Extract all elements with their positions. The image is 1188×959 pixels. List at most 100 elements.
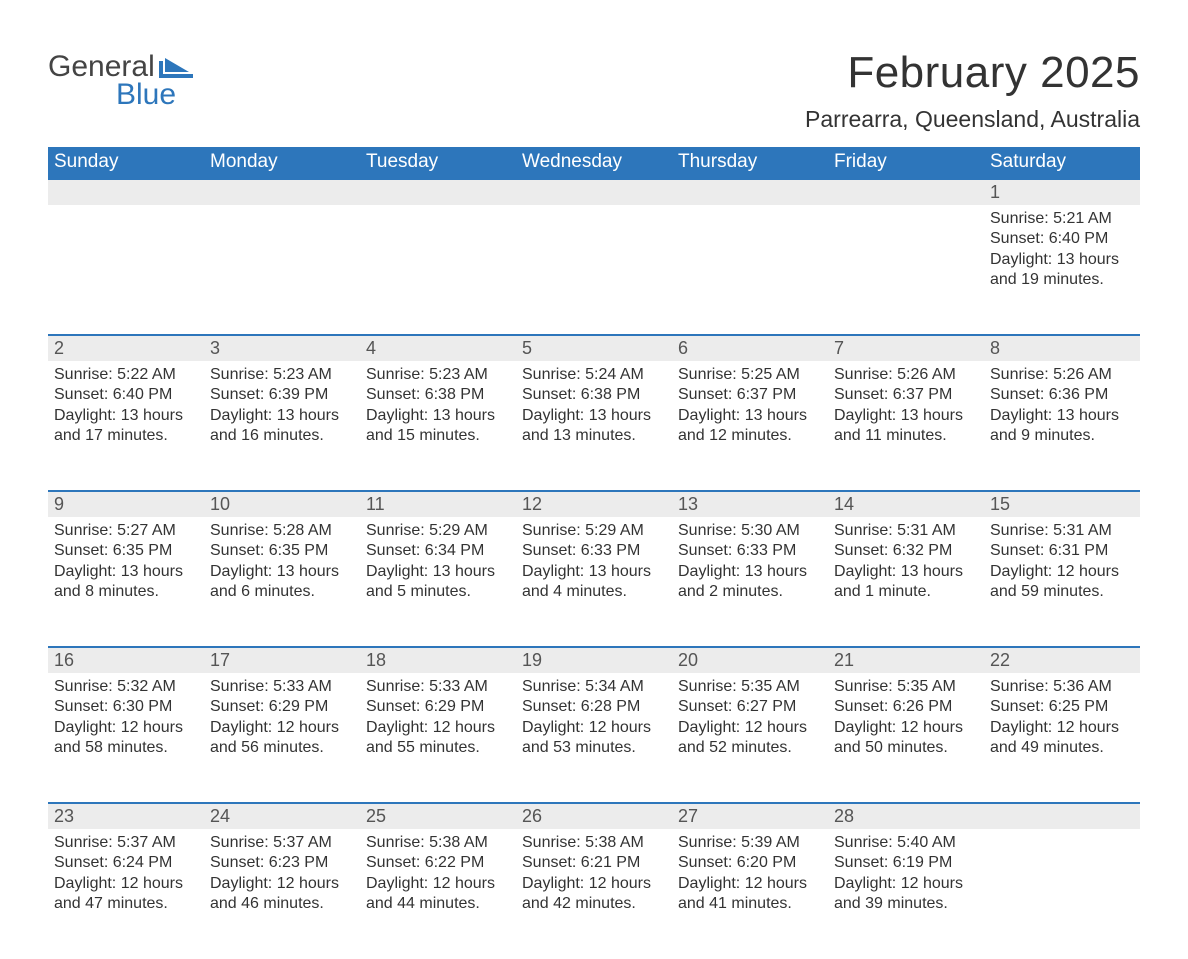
day-content-cell: Sunrise: 5:29 AMSunset: 6:34 PMDaylight:… (360, 517, 516, 647)
day-content-cell (360, 205, 516, 335)
sunset-text: Sunset: 6:28 PM (522, 697, 666, 717)
day-number: 21 (834, 650, 854, 670)
daylight-text: Daylight: 12 hours and 47 minutes. (54, 874, 198, 915)
sunrise-text: Sunrise: 5:28 AM (210, 521, 354, 541)
sunset-text: Sunset: 6:26 PM (834, 697, 978, 717)
day-content-cell: Sunrise: 5:25 AMSunset: 6:37 PMDaylight:… (672, 361, 828, 491)
sunset-text: Sunset: 6:24 PM (54, 853, 198, 873)
sunset-text: Sunset: 6:27 PM (678, 697, 822, 717)
day-number-cell (204, 179, 360, 205)
sunrise-text: Sunrise: 5:27 AM (54, 521, 198, 541)
sunrise-text: Sunrise: 5:33 AM (366, 677, 510, 697)
dayheader-sunday: Sunday (48, 147, 204, 179)
daylight-text: Daylight: 12 hours and 49 minutes. (990, 718, 1134, 759)
daylight-text: Daylight: 12 hours and 46 minutes. (210, 874, 354, 915)
day-number: 16 (54, 650, 74, 670)
day-number-cell (48, 179, 204, 205)
day-content-cell: Sunrise: 5:31 AMSunset: 6:32 PMDaylight:… (828, 517, 984, 647)
daylight-text: Daylight: 13 hours and 16 minutes. (210, 406, 354, 447)
sunrise-text: Sunrise: 5:25 AM (678, 365, 822, 385)
day-number: 3 (210, 338, 220, 358)
sunrise-text: Sunrise: 5:22 AM (54, 365, 198, 385)
sunset-text: Sunset: 6:34 PM (366, 541, 510, 561)
day-number-cell (984, 803, 1140, 829)
sunrise-text: Sunrise: 5:33 AM (210, 677, 354, 697)
day-content-cell: Sunrise: 5:28 AMSunset: 6:35 PMDaylight:… (204, 517, 360, 647)
sunrise-text: Sunrise: 5:29 AM (522, 521, 666, 541)
sunrise-text: Sunrise: 5:35 AM (834, 677, 978, 697)
week-daynum-row: 1 (48, 179, 1140, 205)
day-number: 14 (834, 494, 854, 514)
week-content-row: Sunrise: 5:21 AMSunset: 6:40 PMDaylight:… (48, 205, 1140, 335)
day-number-cell: 6 (672, 335, 828, 361)
day-number-cell: 10 (204, 491, 360, 517)
sunrise-text: Sunrise: 5:23 AM (366, 365, 510, 385)
sunset-text: Sunset: 6:29 PM (210, 697, 354, 717)
sunset-text: Sunset: 6:30 PM (54, 697, 198, 717)
sunset-text: Sunset: 6:38 PM (522, 385, 666, 405)
day-number-cell: 22 (984, 647, 1140, 673)
daylight-text: Daylight: 13 hours and 1 minute. (834, 562, 978, 603)
daylight-text: Daylight: 13 hours and 19 minutes. (990, 250, 1134, 291)
sunset-text: Sunset: 6:40 PM (990, 229, 1134, 249)
sunrise-text: Sunrise: 5:26 AM (834, 365, 978, 385)
day-content-cell: Sunrise: 5:31 AMSunset: 6:31 PMDaylight:… (984, 517, 1140, 647)
day-number-cell (516, 179, 672, 205)
day-number: 19 (522, 650, 542, 670)
dayheader-row: Sunday Monday Tuesday Wednesday Thursday… (48, 147, 1140, 179)
day-number-cell: 13 (672, 491, 828, 517)
daylight-text: Daylight: 13 hours and 5 minutes. (366, 562, 510, 603)
day-number-cell: 3 (204, 335, 360, 361)
daylight-text: Daylight: 12 hours and 56 minutes. (210, 718, 354, 759)
dayheader-wednesday: Wednesday (516, 147, 672, 179)
sunset-text: Sunset: 6:20 PM (678, 853, 822, 873)
sunrise-text: Sunrise: 5:40 AM (834, 833, 978, 853)
day-content-cell: Sunrise: 5:23 AMSunset: 6:39 PMDaylight:… (204, 361, 360, 491)
daylight-text: Daylight: 12 hours and 44 minutes. (366, 874, 510, 915)
daylight-text: Daylight: 13 hours and 12 minutes. (678, 406, 822, 447)
day-number-cell: 12 (516, 491, 672, 517)
day-number-cell (672, 179, 828, 205)
daylight-text: Daylight: 13 hours and 9 minutes. (990, 406, 1134, 447)
day-number-cell: 9 (48, 491, 204, 517)
day-number-cell: 8 (984, 335, 1140, 361)
day-content-cell: Sunrise: 5:33 AMSunset: 6:29 PMDaylight:… (204, 673, 360, 803)
day-number-cell: 27 (672, 803, 828, 829)
day-number: 25 (366, 806, 386, 826)
sunrise-text: Sunrise: 5:38 AM (522, 833, 666, 853)
day-content-cell (828, 205, 984, 335)
day-content-cell (984, 829, 1140, 959)
day-content-cell: Sunrise: 5:29 AMSunset: 6:33 PMDaylight:… (516, 517, 672, 647)
day-content-cell: Sunrise: 5:40 AMSunset: 6:19 PMDaylight:… (828, 829, 984, 959)
sunrise-text: Sunrise: 5:34 AM (522, 677, 666, 697)
sunset-text: Sunset: 6:35 PM (210, 541, 354, 561)
sunrise-text: Sunrise: 5:32 AM (54, 677, 198, 697)
day-number-cell: 23 (48, 803, 204, 829)
sunset-text: Sunset: 6:32 PM (834, 541, 978, 561)
dayheader-thursday: Thursday (672, 147, 828, 179)
daylight-text: Daylight: 12 hours and 50 minutes. (834, 718, 978, 759)
sunrise-text: Sunrise: 5:23 AM (210, 365, 354, 385)
day-content-cell: Sunrise: 5:30 AMSunset: 6:33 PMDaylight:… (672, 517, 828, 647)
day-content-cell: Sunrise: 5:24 AMSunset: 6:38 PMDaylight:… (516, 361, 672, 491)
day-content-cell: Sunrise: 5:27 AMSunset: 6:35 PMDaylight:… (48, 517, 204, 647)
daylight-text: Daylight: 12 hours and 55 minutes. (366, 718, 510, 759)
day-content-cell (204, 205, 360, 335)
calendar-table: Sunday Monday Tuesday Wednesday Thursday… (48, 147, 1140, 959)
sunset-text: Sunset: 6:23 PM (210, 853, 354, 873)
week-daynum-row: 232425262728 (48, 803, 1140, 829)
week-content-row: Sunrise: 5:27 AM Sunset: 6:35 PM Daylight:… (48, 517, 1140, 647)
header: General Blue February 2025 Parrearra, Qu… (48, 40, 1140, 147)
sunrise-text: Sunrise: 5:21 AM (990, 209, 1134, 229)
day-number-cell: 26 (516, 803, 672, 829)
day-number: 12 (522, 494, 542, 514)
sunrise-text: Sunrise: 5:30 AM (678, 521, 822, 541)
sunrise-text: Sunrise: 5:31 AM (834, 521, 978, 541)
day-number: 5 (522, 338, 532, 358)
sunrise-text: Sunrise: 5:36 AM (990, 677, 1134, 697)
day-number: 22 (990, 650, 1010, 670)
daylight-text: Daylight: 13 hours and 13 minutes. (522, 406, 666, 447)
day-number-cell: 15 (984, 491, 1140, 517)
week-content-row: Sunrise: 5:37 AMSunset: 6:24 PMDaylight:… (48, 829, 1140, 959)
sunset-text: Sunset: 6:37 PM (678, 385, 822, 405)
